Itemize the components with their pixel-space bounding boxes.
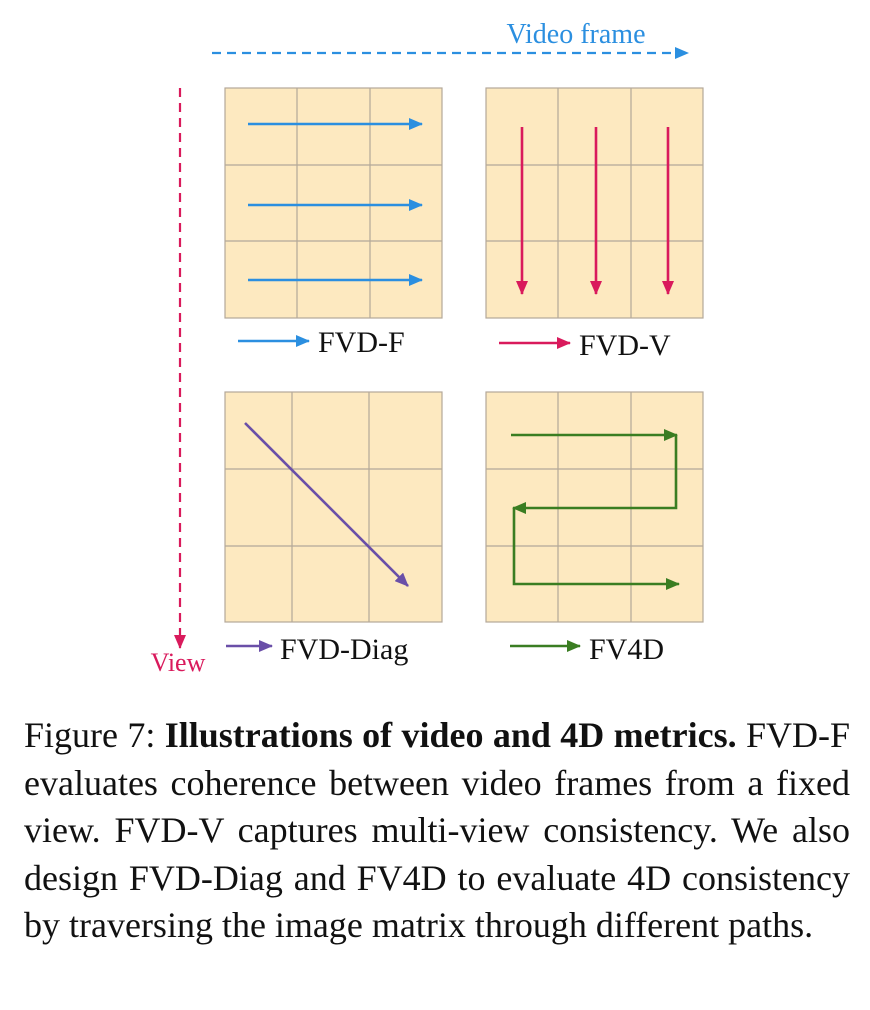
panel-fvd-f: FVD-F [224,87,443,359]
fv4d-arrow-row-3 [512,508,680,590]
video-frame-axis-label: Video frame [506,19,645,50]
caption-body: FVD-F evaluates coherence between video … [24,715,850,945]
view-axis-label: View [151,648,206,677]
grid-fvd-f [224,87,443,319]
video-frame-axis: Video frame [212,19,689,59]
view-axis: View [151,88,206,677]
grid-fvd-diag [224,391,443,623]
fvd-diag-arrow [244,422,409,587]
fvd-v-legend-label: FVD-V [579,329,671,362]
fv4d-arrow-return [512,435,678,514]
fv4d-legend-label: FV4D [589,633,664,666]
panel-fv4d: FV4D [485,391,704,666]
caption-prefix: Figure 7: [24,715,165,755]
metrics-figure: Video frame View FVD-F [151,19,704,677]
fvd-f-legend-label: FVD-F [318,326,405,359]
fvd-diag-legend-label: FVD-Diag [280,633,408,666]
caption-title: Illustrations of video and 4D metrics. [164,715,737,755]
grid-fvd-v [485,87,704,319]
figure-caption: Figure 7: Illustrations of video and 4D … [24,712,850,950]
panel-fvd-diag: FVD-Diag [224,391,443,666]
panel-fvd-v: FVD-V [485,87,704,362]
